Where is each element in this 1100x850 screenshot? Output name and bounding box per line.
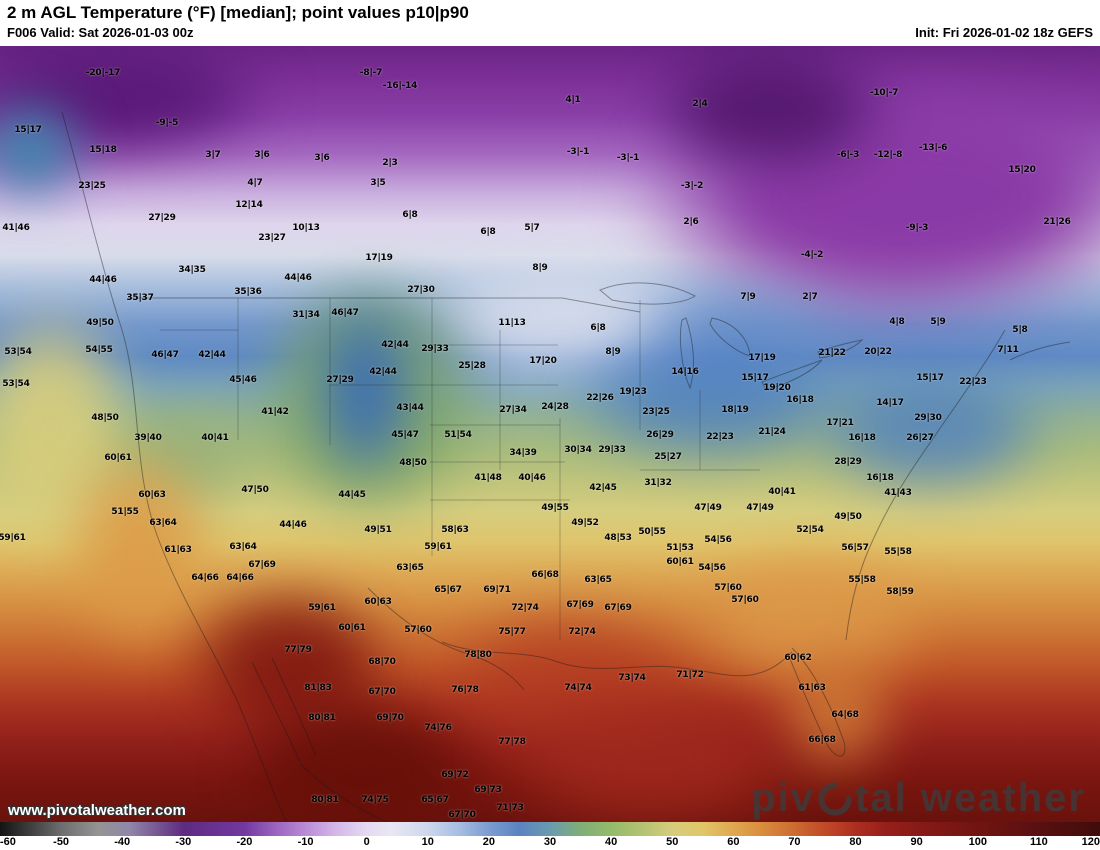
colorbar [0, 822, 1100, 836]
watermark: www.pivotalweather.com [8, 802, 186, 819]
colorbar-tick: -40 [114, 836, 131, 848]
colorbar-tick: -60 [0, 836, 16, 848]
colorbar-tick: 50 [666, 836, 679, 848]
colorbar-tick: 10 [421, 836, 434, 848]
logo-text-right: tal weather [855, 776, 1086, 820]
colorbar-tick: 20 [482, 836, 495, 848]
map-title: 2 m AGL Temperature (°F) [median]; point… [7, 3, 469, 22]
colorbar-tick: 120 [1081, 836, 1100, 848]
colorbar-tick: 80 [849, 836, 862, 848]
colorbar-tick: 70 [788, 836, 801, 848]
colorbar-tick: -20 [236, 836, 253, 848]
colorbar-tick: 60 [727, 836, 740, 848]
cold-region-high-rockies [310, 295, 420, 485]
colorbar-tick: 0 [363, 836, 370, 848]
colorbar-tick: -50 [53, 836, 70, 848]
colorbar-tick: 40 [604, 836, 618, 848]
cold-region-northeast-us [800, 360, 1060, 500]
colorbar-tick: 90 [910, 836, 923, 848]
colorbar-tick: -10 [297, 836, 314, 848]
colorbar-tick: -30 [175, 836, 192, 848]
map-surface [0, 46, 1100, 822]
colorbar-tick: 30 [543, 836, 557, 848]
hurricane-swirl-icon [818, 781, 852, 816]
colorbar-tick: 100 [968, 836, 987, 848]
logo-text-left: piv [751, 776, 816, 820]
valid-time-label: F006 Valid: Sat 2026-01-03 00z [7, 25, 194, 40]
warm-region-gulf [480, 680, 820, 822]
colorbar-tick: 110 [1030, 836, 1048, 848]
colorbar-ticks: -60 -50 -40 -30 -20 -10 0 10 20 30 40 50 60 70 80 90 100… [0, 836, 1100, 850]
cold-region-hudson-bay [640, 46, 900, 180]
init-time-label: Init: Fri 2026-01-02 18z GEFS [915, 25, 1093, 40]
page-header: 2 m AGL Temperature (°F) [median]; point… [0, 0, 1100, 46]
pivotal-logo: piv tal weather [751, 776, 1086, 821]
